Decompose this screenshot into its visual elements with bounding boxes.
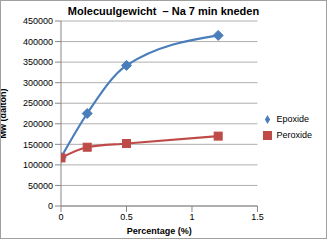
svg-text:150000: 150000 <box>23 140 53 150</box>
svg-text:50000: 50000 <box>28 181 53 191</box>
svg-text:250000: 250000 <box>23 98 53 108</box>
svg-text:100000: 100000 <box>23 160 53 170</box>
svg-text:350000: 350000 <box>23 57 53 67</box>
svg-text:300000: 300000 <box>23 78 53 88</box>
html-text:Molecuulgewicht – Na 7 min kne: Molecuulgewicht – Na 7 min kneden <box>67 5 260 17</box>
svg-text:400000: 400000 <box>23 37 53 47</box>
svg-text:1.5: 1.5 <box>251 212 264 222</box>
svg-text:1: 1 <box>189 212 194 222</box>
svg-text:Percentage (%): Percentage (%) <box>127 226 192 236</box>
html-text:Epoxide: Epoxide <box>276 113 309 124</box>
svg-text:0: 0 <box>58 212 63 222</box>
svg-text:0: 0 <box>48 201 53 211</box>
svg-text:0.5: 0.5 <box>120 212 133 222</box>
svg-text:Mw (dalton): Mw (dalton) <box>8 89 9 139</box>
html-text:Peroxide: Peroxide <box>276 129 312 140</box>
svg-text:450000: 450000 <box>23 16 53 26</box>
svg-text:200000: 200000 <box>23 119 53 129</box>
